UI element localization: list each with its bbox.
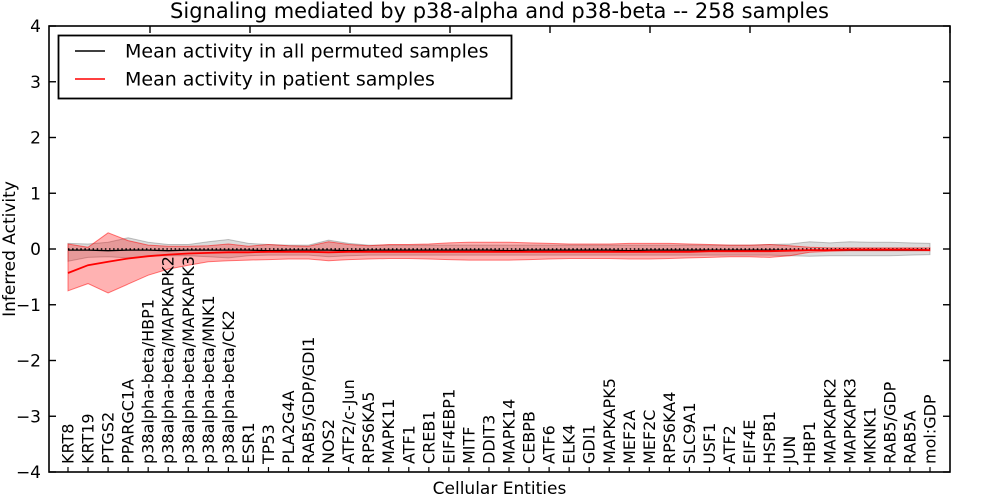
x-tick-label: RPS6KA5	[359, 392, 378, 464]
x-tick-label: CEBPB	[520, 411, 539, 464]
y-tick-label: 0	[30, 240, 41, 260]
x-tick-label: HSPB1	[760, 411, 779, 464]
x-tick-label: mol:GDP	[921, 394, 940, 464]
x-tick-label: MEF2A	[620, 410, 639, 464]
x-tick-label: EIF4EBP1	[439, 389, 458, 464]
x-axis-label: Cellular Entities	[433, 479, 567, 499]
x-tick-label: RAB5/GDP	[880, 381, 899, 464]
y-axis-label: Inferred Activity	[0, 181, 20, 317]
x-tick-label: KRT19	[79, 413, 98, 464]
x-tick-label: ATF2	[720, 425, 739, 464]
x-tick-label: MAPK14	[500, 399, 519, 464]
x-tick-label: ELK4	[560, 424, 579, 464]
x-tick-label: USF1	[700, 423, 719, 464]
y-tick-label: −1	[16, 296, 41, 316]
y-tick-label: 4	[30, 17, 41, 37]
x-tick-label: DDIT3	[480, 415, 499, 464]
x-tick-label: MAPKAPK2	[820, 378, 839, 464]
x-tick-label: ATF6	[540, 425, 559, 464]
x-tick-label: TP53	[259, 424, 278, 465]
y-tick-label: 3	[30, 73, 41, 93]
x-tick-label: p38alpha-beta/MAPKAPK2	[159, 256, 178, 464]
x-tick-label: p38alpha-beta/MNK1	[199, 295, 218, 464]
y-tick-label: −4	[16, 463, 41, 483]
x-tick-label: GDI1	[580, 424, 599, 464]
y-tick-label: −3	[16, 407, 41, 427]
x-tick-label: ATF2/c-Jun	[339, 379, 358, 464]
x-tick-label: CREB1	[419, 410, 438, 464]
legend-entry-label: Mean activity in all permuted samples	[125, 41, 488, 63]
x-tick-label: ATF1	[399, 425, 418, 464]
x-tick-label: PLA2G4A	[279, 390, 298, 464]
x-tick-label: MEF2C	[640, 410, 659, 464]
x-tick-label: SLC9A1	[680, 402, 699, 464]
x-tick-label: PPARGC1A	[119, 379, 138, 464]
x-tick-label: MKNK1	[860, 407, 879, 464]
y-tick-label: 2	[30, 129, 41, 149]
x-tick-label: HBP1	[800, 421, 819, 464]
chart-title: Signaling mediated by p38-alpha and p38-…	[170, 0, 829, 23]
x-tick-label: MAPKAPK3	[840, 378, 859, 464]
x-tick-label: KRT8	[59, 424, 78, 464]
x-tick-label: p38alpha-beta/MAPKAPK3	[179, 256, 198, 464]
x-tick-label: MITF	[459, 427, 478, 465]
patient-mean-line	[67, 248, 931, 274]
x-tick-label: NOS2	[319, 419, 338, 464]
x-tick-label: RAB5A	[901, 410, 920, 464]
x-tick-label: p38alpha-beta/CK2	[219, 310, 238, 464]
x-tick-label: MAPKAPK5	[600, 378, 619, 464]
x-tick-label: p38alpha-beta/HBP1	[139, 299, 158, 464]
x-tick-label: PTGS2	[99, 412, 118, 464]
x-tick-label: JUN	[780, 436, 799, 465]
x-tick-label: RAB5/GDP/GDI1	[299, 337, 318, 464]
y-tick-label: 1	[30, 184, 41, 204]
legend-box	[57, 34, 513, 100]
x-tick-label: EIF4E	[740, 420, 759, 464]
x-tick-label: MAPK11	[379, 399, 398, 464]
y-tick-label: −2	[16, 352, 41, 372]
x-tick-label: RPS6KA4	[660, 392, 679, 464]
legend-entry-label: Mean activity in patient samples	[125, 69, 435, 91]
x-tick-label: ESR1	[239, 422, 258, 464]
